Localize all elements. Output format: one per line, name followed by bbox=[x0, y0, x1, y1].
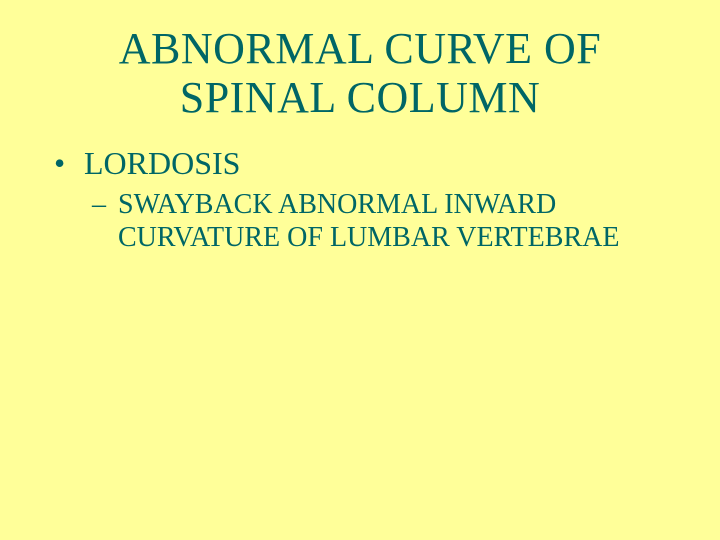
bullet-item: • LORDOSIS bbox=[54, 145, 720, 182]
slide: ABNORMAL CURVE OF SPINAL COLUMN • LORDOS… bbox=[0, 0, 720, 540]
slide-title: ABNORMAL CURVE OF SPINAL COLUMN bbox=[40, 24, 680, 123]
sub-bullet-item: – SWAYBACK ABNORMAL INWARD CURVATURE OF … bbox=[92, 188, 680, 254]
sub-bullet-text: SWAYBACK ABNORMAL INWARD CURVATURE OF LU… bbox=[118, 188, 678, 254]
sub-bullet-marker: – bbox=[92, 188, 118, 221]
bullet-label: LORDOSIS bbox=[84, 145, 240, 182]
bullet-marker: • bbox=[54, 145, 84, 182]
